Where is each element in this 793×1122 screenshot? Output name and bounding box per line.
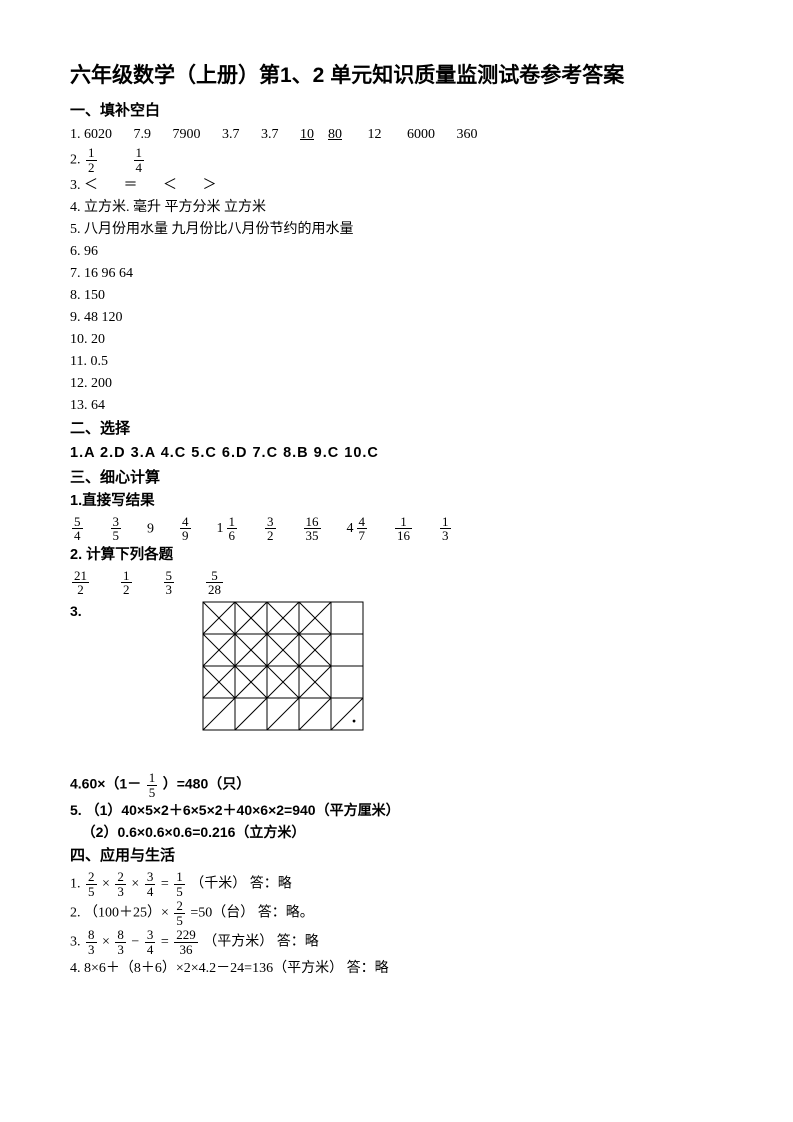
calc-results: 2121253528 — [70, 569, 723, 597]
s4-q3: 3. 83 × 83 − 34 = 22936 （平方米） 答：略 — [70, 928, 723, 956]
s3-q5a: 5. （1）40×5×2＋6×5×2＋40×6×2=940（平方厘米） — [70, 800, 723, 821]
q4-line: 4. 立方米. 毫升 平方分米 立方米 — [70, 197, 723, 218]
q3-line: 3. ＜ ＝ ＜ ＞ — [70, 175, 723, 196]
s4-q2: 2. （100＋25）× 25 =50（台） 答：略。 — [70, 899, 723, 927]
q5-line: 5. 八月份用水量 九月份比八月份节约的用水量 — [70, 219, 723, 240]
section3-header: 三、细心计算 — [70, 467, 723, 490]
direct-results: 543594911632163544711613 — [70, 515, 723, 543]
s3-q4: 4.60×（1－ 15 ）=480（只） — [70, 771, 723, 799]
q1-line: 1. 6020 7.9 7900 3.7 3.7 1080 12 6000 36… — [70, 124, 723, 145]
q11-line: 11. 0.5 — [70, 351, 723, 372]
s3-sub2: 2. 计算下列各题 — [70, 545, 723, 567]
q12-line: 12. 200 — [70, 373, 723, 394]
section1-header: 一、填补空白 — [70, 100, 723, 123]
choices-line: 1.A 2.D 3.A 4.C 5.C 6.D 7.C 8.B 9.C 10.C — [70, 443, 723, 465]
section2-header: 二、选择 — [70, 418, 723, 441]
q6-line: 6. 96 — [70, 241, 723, 262]
q9-line: 9. 48 120 — [70, 307, 723, 328]
s4-q4: 4. 8×6＋（8＋6）×2×4.2－24=136（平方米） 答：略 — [70, 958, 723, 979]
page-title: 六年级数学（上册）第1、2 单元知识质量监测试卷参考答案 — [70, 60, 723, 92]
section4-header: 四、应用与生活 — [70, 845, 723, 868]
q2-line: 2. 12 14 — [70, 146, 723, 174]
s3-sub3: 3. — [70, 601, 82, 622]
q10-line: 10. 20 — [70, 329, 723, 350]
s4-q1: 1. 25 × 23 × 34 = 15 （千米） 答：略 — [70, 870, 723, 898]
q7-line: 7. 16 96 64 — [70, 263, 723, 284]
s3-sub1: 1.直接写结果 — [70, 491, 723, 513]
q13-line: 13. 64 — [70, 395, 723, 416]
q8-line: 8. 150 — [70, 285, 723, 306]
grid-diagram — [202, 601, 364, 731]
s3-q5b: （2）0.6×0.6×0.6=0.216（立方米） — [70, 822, 723, 843]
